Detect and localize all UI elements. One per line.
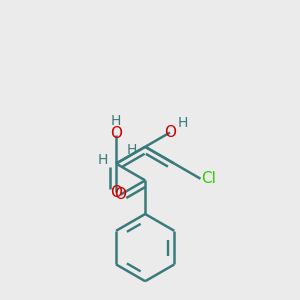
Text: Cl: Cl	[201, 171, 216, 186]
Text: H: H	[111, 114, 121, 128]
Text: O: O	[164, 125, 176, 140]
Text: O: O	[110, 126, 122, 141]
Text: H: H	[127, 143, 137, 157]
Text: H: H	[178, 116, 188, 130]
Text: O: O	[115, 187, 127, 202]
Text: H: H	[98, 153, 108, 167]
Text: O: O	[110, 185, 122, 200]
